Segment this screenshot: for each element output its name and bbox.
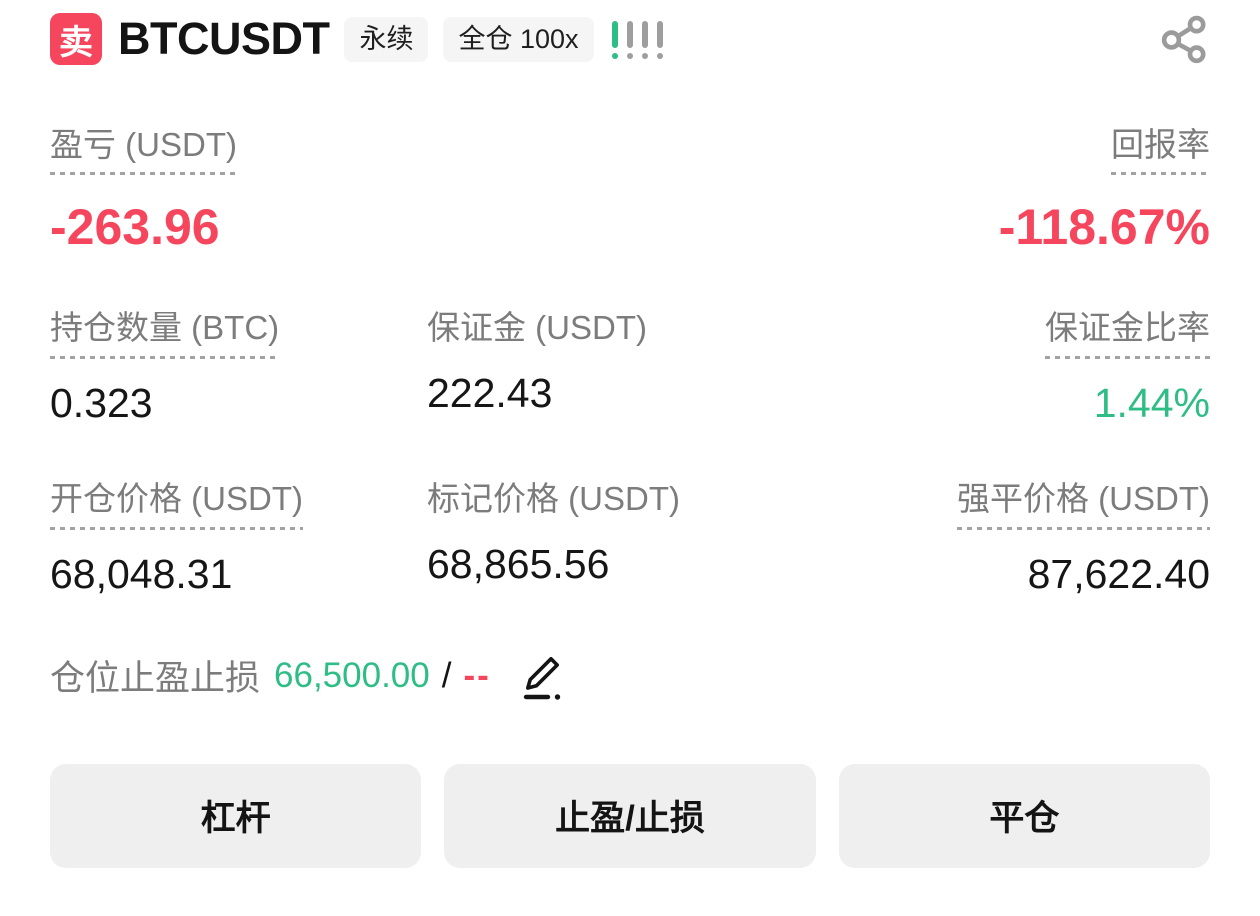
liq-price-label[interactable]: 强平价格 (USDT) — [957, 478, 1210, 530]
pnl-label[interactable]: 盈亏 (USDT) — [50, 124, 237, 176]
tpsl-row: 仓位止盈止损 66,500.00 / -- — [50, 650, 1210, 702]
pnl-value: -263.96 — [50, 199, 220, 256]
margin-ratio-stat: 保证金比率 1.44% — [848, 307, 1210, 426]
liq-price-stat: 强平价格 (USDT) 87,622.40 — [848, 478, 1210, 597]
share-icon[interactable] — [1158, 13, 1210, 65]
adl-bar — [641, 21, 648, 59]
margin-label: 保证金 (USDT) — [427, 309, 647, 347]
margin-stat: 保证金 (USDT) 222.43 — [427, 307, 848, 426]
leverage-button[interactable]: 杠杆 — [50, 763, 422, 868]
position-size-value: 0.323 — [50, 379, 153, 426]
tpsl-label: 仓位止盈止损 — [50, 659, 261, 699]
perpetual-tag: 永续 — [344, 16, 429, 62]
adl-bar — [656, 21, 663, 59]
roe-stat: 回报率 -118.67% — [999, 124, 1210, 255]
entry-price-value: 68,048.31 — [50, 550, 233, 597]
adl-bar — [626, 21, 633, 59]
tpsl-button[interactable]: 止盈/止损 — [444, 763, 816, 868]
tpsl-separator: / — [441, 655, 452, 695]
margin-ratio-label[interactable]: 保证金比率 — [1045, 307, 1210, 359]
action-buttons: 杠杆 止盈/止损 平仓 — [50, 763, 1210, 868]
mark-price-stat: 标记价格 (USDT) 68,865.56 — [427, 478, 848, 597]
adl-bar-active — [611, 21, 618, 59]
symbol-title: BTCUSDT — [118, 13, 330, 64]
pnl-stat: 盈亏 (USDT) -263.96 — [50, 124, 237, 255]
sell-side-badge: 卖 — [50, 13, 102, 65]
position-size-stat: 持仓数量 (BTC) 0.323 — [50, 307, 427, 426]
edit-tpsl-icon[interactable] — [517, 650, 565, 702]
close-position-button[interactable]: 平仓 — [838, 763, 1210, 868]
take-profit-value: 66,500.00 — [274, 655, 430, 695]
entry-price-stat: 开仓价格 (USDT) 68,048.31 — [50, 478, 427, 597]
pnl-row: 盈亏 (USDT) -263.96 回报率 -118.67% — [50, 124, 1210, 255]
prices-row: 开仓价格 (USDT) 68,048.31 标记价格 (USDT) 68,865… — [50, 478, 1210, 597]
margin-row: 持仓数量 (BTC) 0.323 保证金 (USDT) 222.43 保证金比率… — [50, 307, 1210, 426]
margin-ratio-value: 1.44% — [1093, 379, 1210, 426]
margin-value: 222.43 — [427, 369, 553, 416]
entry-price-label[interactable]: 开仓价格 (USDT) — [50, 478, 303, 530]
adl-indicator-icon[interactable] — [611, 21, 663, 59]
roe-label[interactable]: 回报率 — [1111, 124, 1210, 176]
mark-price-value: 68,865.56 — [427, 540, 610, 587]
position-size-label[interactable]: 持仓数量 (BTC) — [50, 307, 280, 359]
liq-price-value: 87,622.40 — [1027, 550, 1210, 597]
position-header: 卖 BTCUSDT 永续 全仓 100x — [50, 10, 1210, 68]
margin-mode-leverage-tag: 全仓 100x — [443, 16, 594, 62]
stop-loss-value: -- — [463, 655, 491, 695]
mark-price-label: 标记价格 (USDT) — [427, 480, 680, 518]
roe-value: -118.67% — [998, 199, 1210, 256]
